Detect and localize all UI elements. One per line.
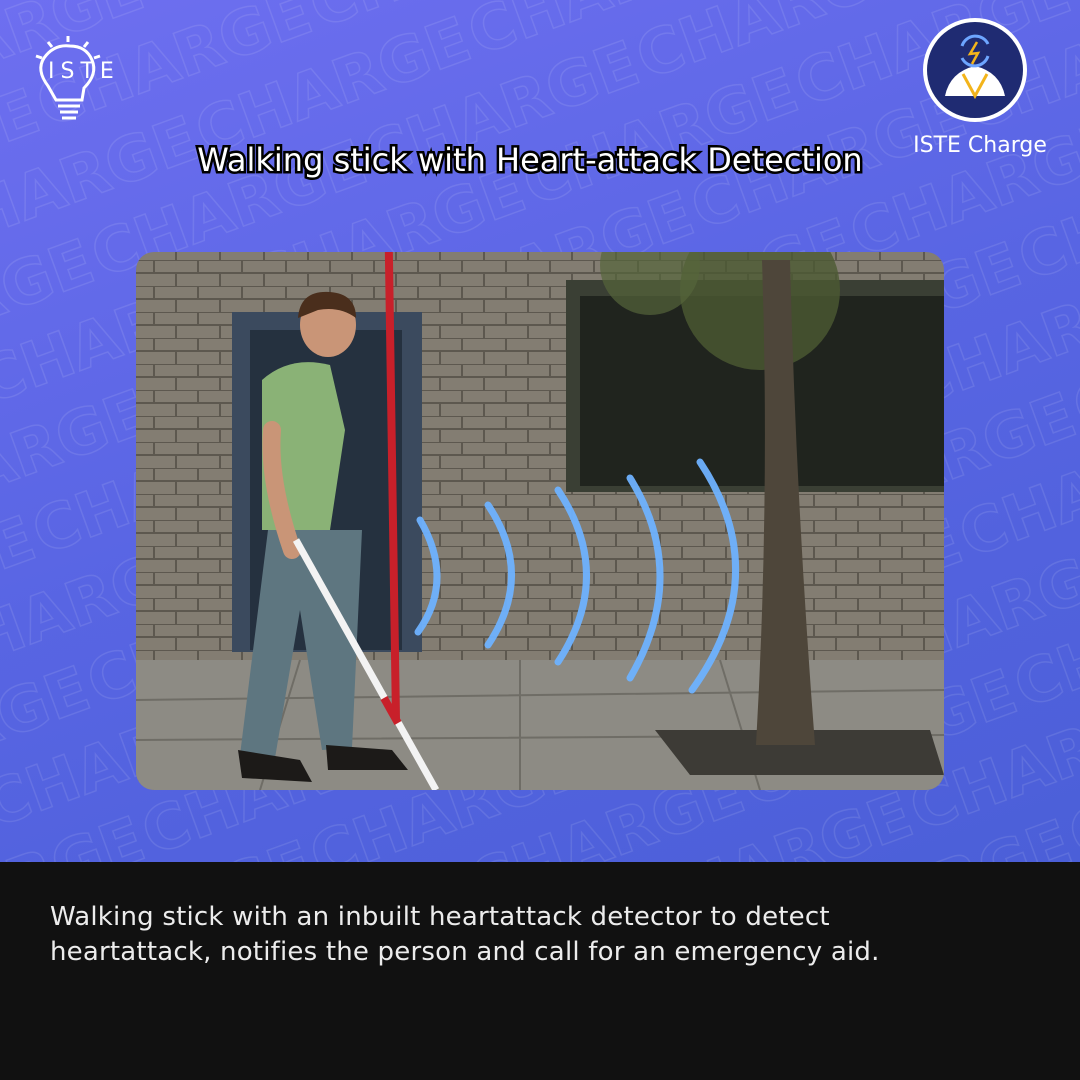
iste-logo	[35, 36, 101, 120]
badge-arrows	[960, 34, 990, 68]
background: CHARGECHARGECHARGECHARGECHARGECHARGECHAR…	[0, 0, 1080, 862]
header-area: CHARGE CHARGE CHARGE CHARGE CHARGE CHARGE CHAR…	[0, 0, 1080, 862]
description-area: Walking stick with an inbuilt heartattac…	[0, 862, 1080, 1080]
logo-text: ISTE	[48, 59, 120, 84]
title: Walking stick with Heart-attack Detectio…	[197, 141, 862, 179]
illustration	[136, 252, 944, 790]
badge-figure	[945, 66, 1005, 96]
badge-label: ISTE Charge	[913, 133, 1047, 158]
badge-bolt	[967, 41, 981, 65]
badge-tie	[961, 73, 989, 100]
description-line: Walking stick with an inbuilt heartattac…	[50, 902, 830, 932]
description-line: heartattack, notifies the person and cal…	[50, 937, 880, 967]
